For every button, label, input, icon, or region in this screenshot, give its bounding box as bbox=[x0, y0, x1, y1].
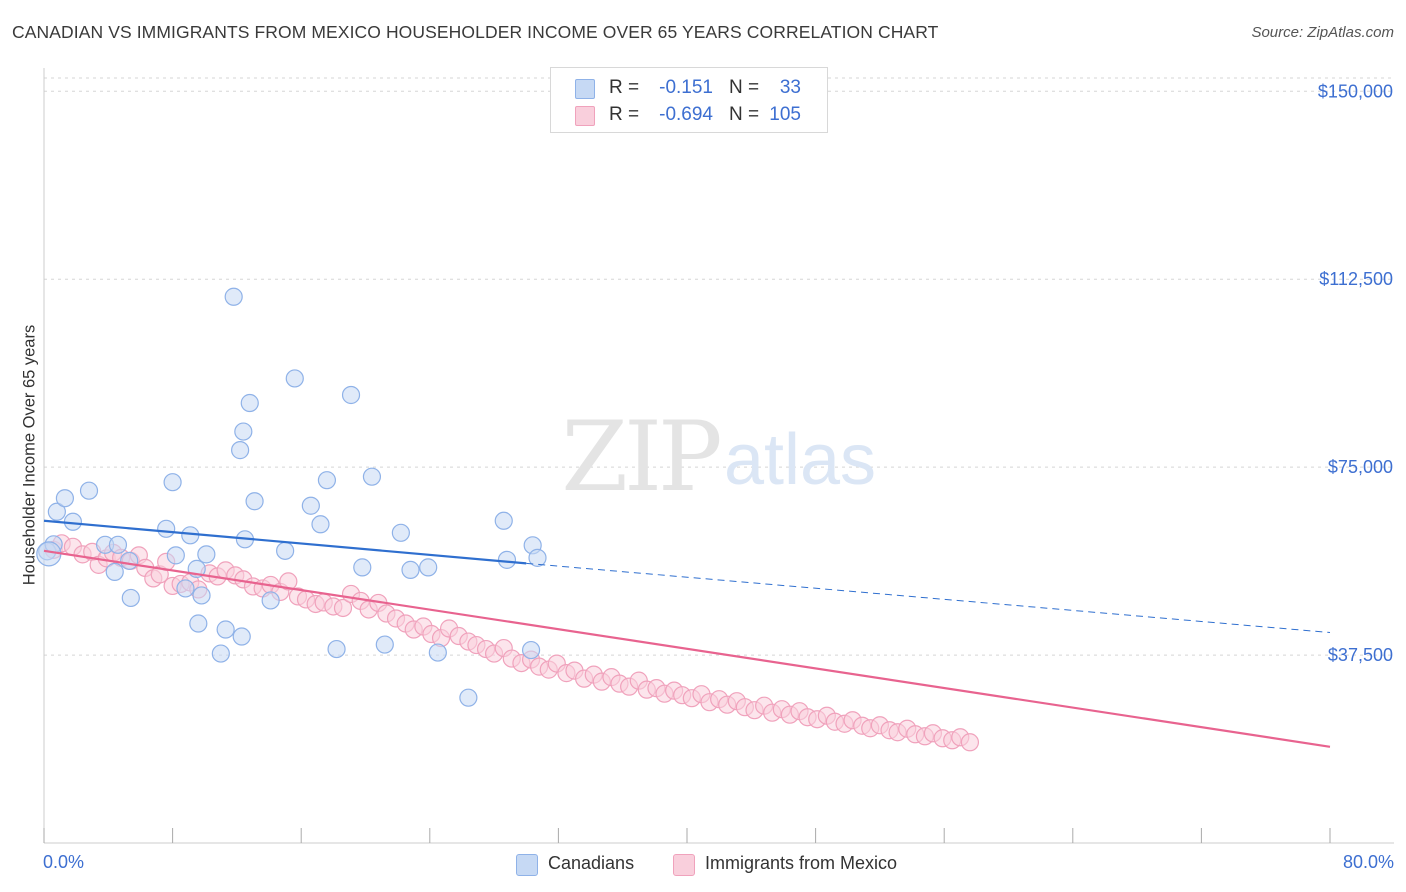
canadian-point bbox=[317, 471, 337, 490]
x-min-label: 0.0% bbox=[43, 852, 85, 872]
legend-label-mexico: Immigrants from Mexico bbox=[705, 853, 898, 873]
canadian-point bbox=[121, 588, 140, 608]
series-legend: Canadians Immigrants from Mexico bbox=[0, 852, 1406, 876]
canadian-point bbox=[108, 535, 128, 554]
legend-swatch-mexico bbox=[575, 106, 595, 126]
canadian-point bbox=[521, 640, 541, 660]
legend-n-label: N = bbox=[729, 77, 760, 98]
mexico-point bbox=[333, 598, 353, 618]
canadian-point bbox=[231, 441, 250, 460]
canadian-point bbox=[375, 635, 394, 654]
y-tick-labels: $37,500 $75,000 $112,500 $150,000 bbox=[1318, 81, 1393, 665]
watermark-zip: ZIP bbox=[561, 401, 720, 513]
chart-title: CANADIAN VS IMMIGRANTS FROM MEXICO HOUSE… bbox=[12, 22, 939, 42]
canadian-point bbox=[157, 519, 176, 538]
points bbox=[36, 287, 980, 752]
canadian-point bbox=[419, 558, 438, 577]
canadian-point bbox=[341, 385, 361, 405]
gridlines bbox=[44, 77, 1394, 656]
mexico-point bbox=[960, 733, 980, 752]
canadian-point bbox=[240, 393, 259, 413]
legend-n-label: N = bbox=[729, 104, 760, 125]
legend-swatch-canadians bbox=[516, 854, 538, 876]
canadian-point bbox=[163, 473, 182, 492]
canadian-point bbox=[497, 550, 517, 569]
canadian-point bbox=[261, 591, 280, 610]
canadian-point bbox=[166, 546, 185, 565]
watermark: ZIP atlas bbox=[561, 401, 876, 513]
trend-lines bbox=[43, 519, 1331, 748]
canadian-point bbox=[528, 548, 547, 567]
y-tick-label: $150,000 bbox=[1318, 81, 1393, 101]
legend-r-value: -0.151 bbox=[659, 77, 713, 98]
axes bbox=[43, 68, 1394, 844]
canadian-point bbox=[245, 492, 264, 511]
legend-n-value: 105 bbox=[769, 104, 801, 125]
canadian-point bbox=[362, 467, 382, 486]
canadian-point bbox=[55, 489, 74, 508]
canadian-point bbox=[301, 496, 320, 515]
chart-source: Source: ZipAtlas.com bbox=[1251, 24, 1394, 41]
canadian-point bbox=[192, 586, 211, 605]
watermark-atlas: atlas bbox=[724, 420, 876, 500]
legend-row-canadians: R = -0.151 N = 33 bbox=[551, 74, 827, 102]
canadian-point bbox=[327, 639, 346, 659]
canadian-point bbox=[459, 688, 478, 707]
y-tick-label: $37,500 bbox=[1328, 645, 1393, 665]
canadian-point bbox=[391, 523, 410, 542]
canadian-point bbox=[120, 551, 139, 570]
canadian-point bbox=[401, 560, 420, 579]
mexico-point bbox=[279, 572, 298, 591]
canadian-point bbox=[216, 620, 235, 639]
canadian-point bbox=[47, 502, 66, 521]
canadian-point bbox=[285, 369, 304, 388]
canadian-point bbox=[276, 541, 295, 560]
legend-n-value: 33 bbox=[779, 77, 801, 98]
mexico-trend-line bbox=[43, 549, 1331, 748]
canadian-point bbox=[428, 643, 447, 662]
canadian-point bbox=[311, 515, 330, 534]
canadian-point bbox=[211, 644, 230, 663]
legend-swatch-canadians bbox=[575, 79, 595, 99]
y-tick-label: $112,500 bbox=[1319, 269, 1393, 289]
canadian-point bbox=[234, 422, 253, 441]
canadians-trend-extension bbox=[526, 562, 1331, 634]
canadian-point bbox=[79, 481, 99, 500]
canadian-point bbox=[232, 627, 251, 646]
legend-label-canadians: Canadians bbox=[548, 853, 635, 873]
correlation-legend: R = -0.151 N = 33 R = -0.694 N = 105 bbox=[550, 67, 828, 133]
canadian-point bbox=[494, 511, 513, 530]
canadian-point bbox=[189, 614, 208, 633]
canadian-point bbox=[197, 545, 216, 564]
legend-r-value: -0.694 bbox=[659, 104, 713, 125]
canadian-point bbox=[176, 579, 195, 598]
canadian-point bbox=[353, 558, 372, 577]
canadian-point bbox=[224, 287, 243, 306]
y-tick-label: $75,000 bbox=[1328, 457, 1393, 477]
legend-r-label: R = bbox=[609, 104, 640, 125]
legend-row-mexico: R = -0.694 N = 105 bbox=[551, 101, 827, 129]
legend-r-label: R = bbox=[609, 77, 640, 98]
x-max-label: 80.0% bbox=[1342, 852, 1394, 872]
legend-swatch-mexico bbox=[673, 854, 695, 876]
canadian-point bbox=[105, 562, 124, 581]
canadians-trend-line bbox=[43, 519, 527, 565]
